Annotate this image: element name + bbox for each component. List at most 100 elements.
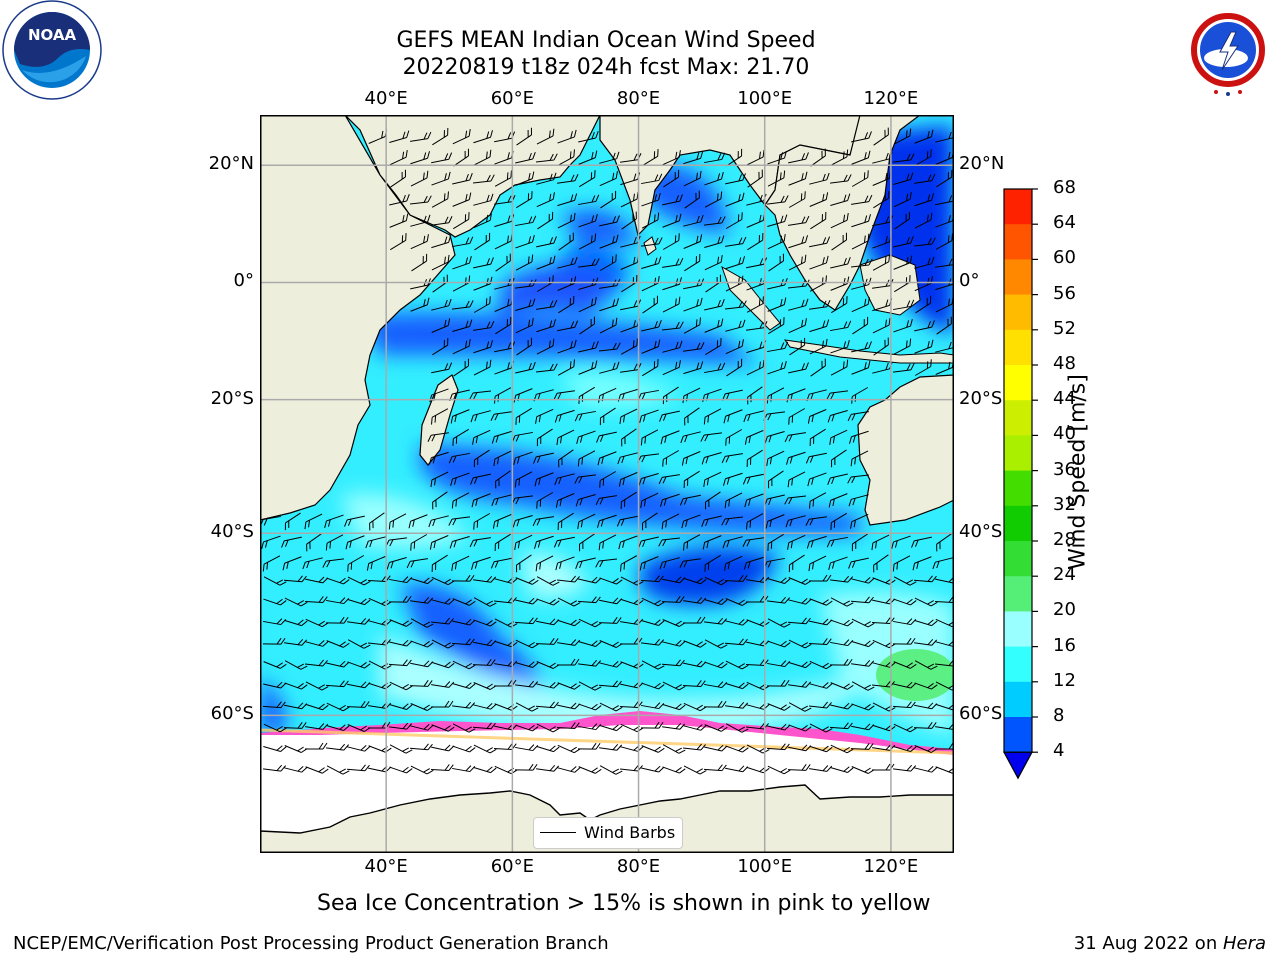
wind-barb-shaft [788,215,810,226]
wind-barb [410,765,434,775]
wind-barb [851,703,875,711]
wind-barb-shaft [805,452,827,464]
wind-barb-shaft [326,724,350,731]
wind-barb-shaft [495,253,511,272]
wind-barb-shaft [893,255,913,270]
wind-barb [284,619,308,627]
wind-barb-shaft [914,212,933,229]
wind-barb-shaft [894,275,911,293]
wind-barb-shaft [914,660,938,670]
wind-barb-shaft [703,408,722,425]
wind-barb-shaft [494,533,511,551]
wind-barb-shaft [599,361,620,374]
wind-barb [451,638,475,646]
wind-barb [641,682,665,690]
wind-barb-shaft [263,576,287,586]
wind-barb [893,745,917,752]
wind-barb [893,236,914,248]
wind-barb [305,703,329,711]
lon-tick-label: 100°E [737,88,793,109]
wind-barb [616,515,638,527]
wind-barb [555,556,575,571]
wind-barb-shaft [451,492,470,509]
wind-barb [683,151,704,165]
wind-barb-shaft [366,556,386,571]
wind-barb [809,300,831,310]
wind-barb-shaft [473,213,492,229]
wind-barb-shaft [431,598,455,605]
wind-barb-shaft [767,723,791,731]
wind-barb [638,473,659,486]
wind-barb-shaft [322,558,344,568]
wind-barb [893,318,913,333]
wind-barb-shaft [473,340,493,354]
wind-barb [452,319,473,332]
wind-barb [514,534,533,551]
wind-barb-shaft [788,661,812,669]
wind-barb [578,258,600,268]
wind-barb-shaft [893,661,917,669]
wind-barb-shaft [681,451,701,466]
wind-barb-shaft [810,358,826,377]
wind-barb [662,744,686,754]
wind-barb-shaft [410,618,434,628]
map-legend: Wind Barbs [533,817,683,849]
wind-barb [830,702,854,710]
colorbar-segment [1004,611,1032,647]
wind-barb-shaft [557,212,576,229]
wind-barb [473,449,490,468]
wind-barb [915,295,932,314]
wind-barb-shaft [851,150,871,165]
wind-barb-shaft [389,619,413,627]
colorbar-segment [1004,505,1032,542]
wind-barb-shaft [809,255,829,270]
land-southeast-asia [764,115,921,311]
wind-barb [558,449,574,468]
wind-barb-shaft [411,253,428,272]
wind-barb [788,171,808,186]
wind-barb [431,191,449,208]
wind-barb-shaft [473,149,492,166]
wind-barb-shaft [469,390,492,400]
wind-barb [830,597,854,607]
wind-barb-shaft [305,766,329,774]
lon-tick-label: 100°E [737,856,793,877]
wind-barb [536,299,558,310]
wind-barb-shaft [640,575,664,583]
wind-barb [893,255,913,270]
wind-barb [556,722,580,729]
wind-barb-shaft [911,536,932,548]
land-australia [857,374,954,526]
wind-barb-shaft [662,340,683,353]
wind-barb-shaft [284,765,308,773]
wind-barb [704,554,721,572]
wind-barb-shaft [326,765,350,775]
wind-barb-shaft [788,191,806,208]
wind-barb-shaft [305,618,329,628]
wind-barb-shaft [283,722,307,729]
wind-barb [263,764,287,772]
wind-barb [557,149,575,166]
wind-barb [406,558,428,569]
wind-barb-shaft [470,473,491,485]
wind-barb-shaft [892,637,916,645]
wind-barb-shaft [915,295,932,314]
wind-barb [768,317,785,335]
wind-barb [599,171,618,187]
wind-barb [705,338,722,356]
wind-barb [536,192,555,208]
wind-barb [788,215,810,226]
wind-barb-shaft [283,575,307,583]
wind-barb [641,173,663,185]
wind-barb-shaft [704,724,728,732]
wind-barb [410,534,428,551]
wind-barb [914,660,938,670]
wind-barb [704,617,728,625]
wind-barb-shaft [469,537,491,548]
wind-barb [452,255,472,270]
wind-barb [683,616,706,624]
wind-barb [679,558,701,568]
wind-barb [347,744,371,752]
wind-barb [806,535,827,549]
wind-barb-shaft [473,744,497,754]
